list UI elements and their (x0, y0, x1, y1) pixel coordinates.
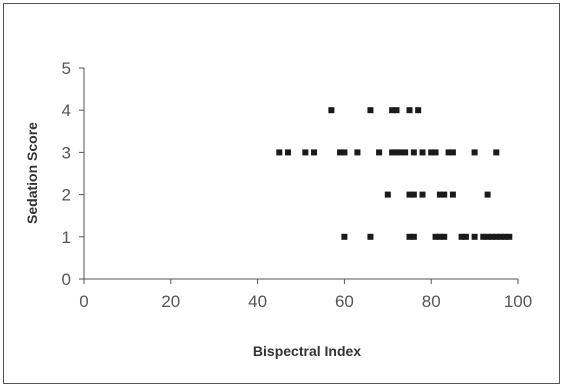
x-ticks: 0 20 40 60 80 100 (79, 279, 532, 311)
data-point (389, 107, 396, 114)
data-point (493, 149, 500, 156)
data-point (419, 191, 426, 198)
data-point (419, 149, 426, 156)
data-point (406, 191, 413, 198)
x-tick-label: 80 (422, 292, 441, 311)
data-point (449, 149, 456, 156)
data-points (276, 107, 513, 240)
data-point (410, 149, 417, 156)
data-point (284, 149, 291, 156)
data-point (397, 149, 404, 156)
data-point (441, 191, 448, 198)
data-point (458, 233, 465, 240)
x-tick-label: 20 (161, 292, 180, 311)
y-tick-label: 1 (62, 228, 71, 247)
data-point (462, 233, 469, 240)
data-point (415, 107, 422, 114)
data-point (480, 233, 487, 240)
data-point (484, 233, 491, 240)
data-point (341, 233, 348, 240)
data-point (488, 233, 495, 240)
x-tick-label: 40 (248, 292, 267, 311)
data-point (341, 149, 348, 156)
data-point (393, 149, 400, 156)
data-point (410, 233, 417, 240)
y-tick-label: 3 (62, 143, 71, 162)
y-ticks: 0 1 2 3 4 5 (62, 59, 84, 289)
data-point (441, 233, 448, 240)
data-point (471, 149, 478, 156)
data-point (302, 149, 309, 156)
axes (83, 68, 518, 280)
data-point (402, 149, 409, 156)
y-axis-title: Sedation Score (24, 122, 40, 224)
data-point (449, 191, 456, 198)
y-tick-label: 4 (62, 101, 71, 120)
data-point (376, 149, 383, 156)
data-point (389, 149, 396, 156)
data-point (436, 191, 443, 198)
x-axis-title: Bispectral Index (253, 343, 361, 359)
data-point (367, 107, 374, 114)
data-point (384, 191, 391, 198)
data-point (436, 233, 443, 240)
data-point (506, 233, 513, 240)
data-point (493, 233, 500, 240)
data-point (471, 233, 478, 240)
x-tick-label: 0 (79, 292, 88, 311)
data-point (406, 233, 413, 240)
data-point (328, 107, 335, 114)
data-point (484, 191, 491, 198)
data-point (432, 149, 439, 156)
data-point (406, 107, 413, 114)
data-point (445, 149, 452, 156)
data-point (337, 149, 344, 156)
x-tick-label: 60 (335, 292, 354, 311)
data-point (311, 149, 318, 156)
data-point (354, 149, 361, 156)
data-point (410, 191, 417, 198)
data-point (432, 233, 439, 240)
data-point (276, 149, 283, 156)
x-tick-label: 100 (504, 292, 532, 311)
data-point (497, 233, 504, 240)
y-tick-label: 5 (62, 59, 71, 78)
data-point (393, 107, 400, 114)
data-point (428, 149, 435, 156)
y-tick-label: 0 (62, 270, 71, 289)
y-tick-label: 2 (62, 186, 71, 205)
chart-frame (3, 3, 560, 384)
data-point (501, 233, 508, 240)
data-point (367, 233, 374, 240)
